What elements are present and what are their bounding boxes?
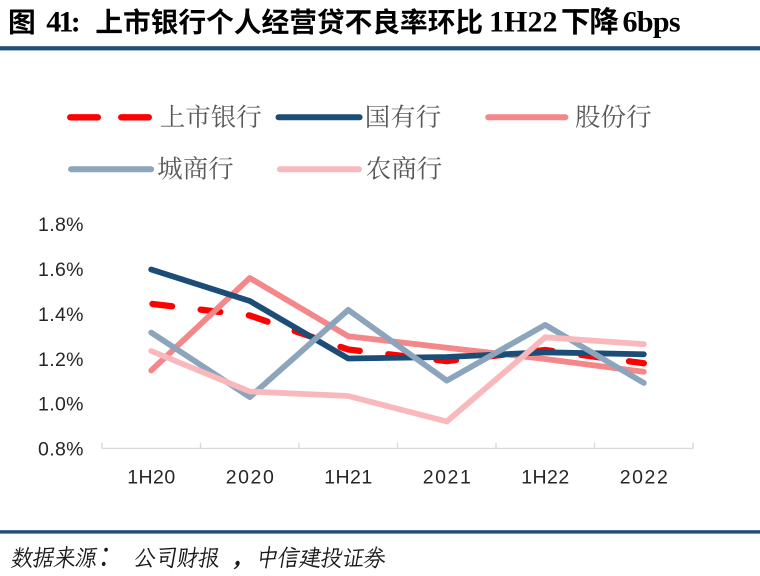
svg-text:1.2%: 1.2% xyxy=(38,349,84,371)
svg-text:1.6%: 1.6% xyxy=(38,259,84,281)
svg-text:1.4%: 1.4% xyxy=(38,304,84,326)
svg-text:2022: 2022 xyxy=(620,467,668,489)
svg-text:0.8%: 0.8% xyxy=(38,439,84,461)
svg-text:1.8%: 1.8% xyxy=(38,214,84,236)
svg-text:1H20: 1H20 xyxy=(127,467,175,489)
svg-text:1H22: 1H22 xyxy=(521,467,569,489)
svg-text:1H21: 1H21 xyxy=(324,467,372,489)
svg-text:41:: 41: xyxy=(46,6,81,39)
svg-text:1H22: 1H22 xyxy=(489,6,558,39)
svg-text:2021: 2021 xyxy=(423,467,471,489)
svg-text:1.0%: 1.0% xyxy=(38,394,84,416)
svg-text:6bps: 6bps xyxy=(623,6,681,39)
svg-text:2020: 2020 xyxy=(226,467,274,489)
